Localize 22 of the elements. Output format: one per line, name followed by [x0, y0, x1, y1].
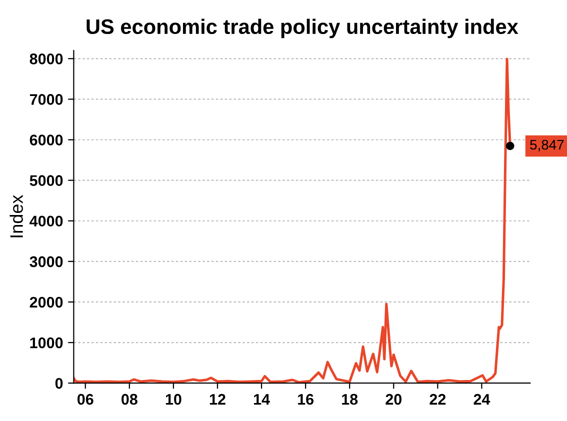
- y-tick-label: 3000: [30, 256, 63, 268]
- x-tick-label: 20: [386, 394, 402, 405]
- x-tick-label: 22: [430, 394, 446, 405]
- y-tick-label: 6000: [30, 134, 63, 146]
- chart-title: US economic trade policy uncertainty index: [86, 18, 518, 38]
- x-tick-label: 18: [342, 394, 358, 405]
- x-tick-label: 08: [122, 394, 138, 405]
- x-tick-label: 16: [298, 394, 314, 405]
- y-tick-label: 1000: [30, 337, 63, 348]
- x-tick-label: 14: [254, 394, 270, 405]
- y-tick-label: 5000: [30, 175, 63, 186]
- x-tick-label: 06: [77, 394, 94, 405]
- y-tick-label: 8000: [30, 54, 63, 64]
- y-tick-label: 0: [55, 378, 63, 389]
- y-tick-label: 7000: [30, 94, 63, 105]
- y-tick-label: 4000: [30, 216, 63, 227]
- annotation: 5,847: [530, 140, 564, 152]
- x-tick-label: 12: [210, 394, 226, 405]
- y-axis-title: Index: [10, 194, 23, 238]
- x-tick-label: 24: [474, 394, 490, 405]
- y-tick-label: 2000: [30, 296, 63, 308]
- x-tick-label: 10: [166, 394, 182, 405]
